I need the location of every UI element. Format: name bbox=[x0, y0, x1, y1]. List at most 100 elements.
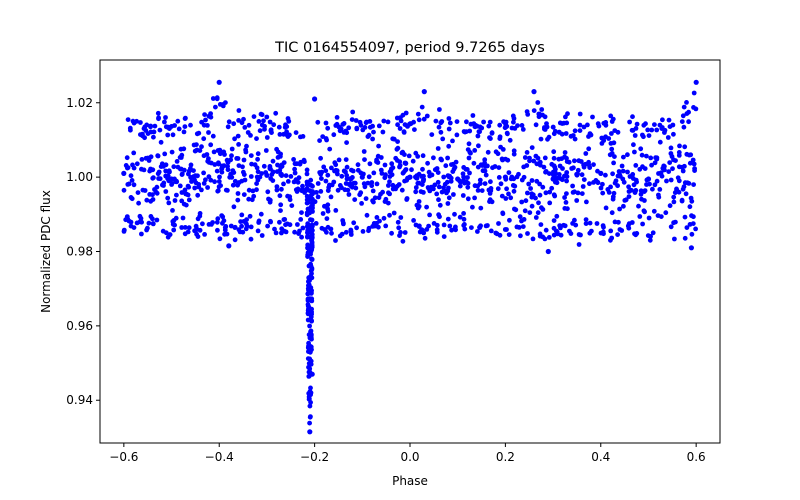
data-point bbox=[214, 96, 220, 102]
data-point bbox=[461, 165, 467, 170]
data-point bbox=[481, 119, 486, 125]
data-point bbox=[400, 238, 406, 244]
data-point bbox=[331, 132, 337, 138]
data-point bbox=[542, 125, 547, 130]
data-point bbox=[387, 212, 392, 218]
data-point bbox=[612, 219, 618, 225]
data-point bbox=[376, 123, 382, 129]
data-point bbox=[165, 173, 171, 179]
data-point bbox=[575, 167, 581, 173]
data-point bbox=[485, 149, 491, 155]
data-point bbox=[255, 228, 261, 234]
data-point bbox=[278, 154, 283, 159]
data-point bbox=[647, 237, 653, 243]
data-point bbox=[446, 126, 452, 132]
data-point bbox=[424, 204, 429, 210]
data-point bbox=[522, 208, 528, 214]
data-point bbox=[414, 202, 420, 208]
data-point bbox=[144, 197, 150, 203]
data-point bbox=[365, 180, 371, 186]
data-point bbox=[609, 235, 615, 241]
data-point bbox=[439, 157, 444, 163]
data-point bbox=[307, 245, 312, 251]
data-point bbox=[577, 111, 583, 117]
data-point bbox=[344, 130, 350, 136]
data-point bbox=[309, 257, 315, 262]
data-point bbox=[251, 114, 257, 119]
data-point bbox=[462, 226, 468, 232]
data-point bbox=[363, 196, 369, 202]
data-point bbox=[370, 224, 375, 229]
data-point bbox=[680, 168, 686, 174]
data-point bbox=[537, 233, 543, 239]
data-point bbox=[596, 123, 602, 129]
data-point bbox=[625, 169, 630, 175]
data-point bbox=[343, 169, 348, 175]
data-point bbox=[347, 176, 353, 182]
data-point bbox=[333, 167, 339, 173]
data-point bbox=[617, 227, 623, 232]
data-point bbox=[239, 223, 245, 229]
data-point bbox=[478, 162, 484, 168]
data-point bbox=[310, 209, 315, 214]
data-point bbox=[483, 164, 488, 169]
data-point bbox=[274, 187, 280, 193]
data-point bbox=[216, 184, 222, 190]
data-point bbox=[141, 126, 147, 131]
data-point bbox=[477, 181, 483, 187]
data-point bbox=[420, 178, 426, 184]
data-point bbox=[460, 171, 466, 177]
data-point bbox=[540, 184, 546, 190]
data-point bbox=[309, 288, 314, 293]
data-point bbox=[232, 237, 238, 243]
data-point bbox=[240, 164, 245, 170]
data-point bbox=[182, 231, 188, 237]
data-point bbox=[667, 160, 673, 166]
data-point bbox=[168, 176, 175, 182]
data-point bbox=[193, 180, 199, 186]
data-point bbox=[525, 231, 530, 236]
data-point bbox=[307, 396, 312, 402]
data-point bbox=[439, 189, 445, 195]
data-point bbox=[308, 261, 313, 267]
data-point bbox=[666, 169, 672, 175]
data-point bbox=[551, 149, 557, 155]
data-point bbox=[595, 179, 601, 185]
data-point bbox=[381, 215, 387, 221]
data-point bbox=[679, 119, 685, 124]
data-point bbox=[555, 175, 561, 181]
data-point bbox=[457, 183, 463, 189]
data-point bbox=[445, 216, 451, 222]
data-point bbox=[463, 129, 469, 135]
data-point bbox=[551, 169, 556, 175]
data-point bbox=[434, 227, 440, 233]
data-point bbox=[158, 139, 164, 145]
data-point bbox=[169, 149, 175, 155]
data-point bbox=[264, 135, 270, 140]
data-point bbox=[274, 146, 279, 152]
data-point bbox=[644, 153, 649, 159]
data-point bbox=[298, 159, 303, 165]
data-point bbox=[684, 100, 689, 105]
data-point bbox=[340, 122, 346, 127]
data-point bbox=[470, 204, 475, 210]
data-point bbox=[242, 125, 248, 130]
data-point bbox=[293, 130, 299, 136]
data-point bbox=[657, 187, 663, 192]
data-point bbox=[195, 192, 201, 198]
data-point bbox=[376, 224, 381, 230]
data-point bbox=[543, 190, 549, 196]
data-point bbox=[232, 136, 238, 142]
data-point bbox=[504, 186, 509, 192]
data-point bbox=[366, 174, 372, 180]
data-point bbox=[341, 221, 346, 227]
data-point bbox=[206, 113, 212, 119]
data-point bbox=[493, 149, 499, 155]
data-point bbox=[147, 168, 153, 174]
data-point bbox=[309, 275, 315, 281]
data-point bbox=[531, 108, 537, 113]
data-point bbox=[535, 100, 541, 105]
data-point bbox=[444, 190, 449, 196]
data-point bbox=[449, 162, 454, 168]
data-point bbox=[235, 191, 241, 196]
